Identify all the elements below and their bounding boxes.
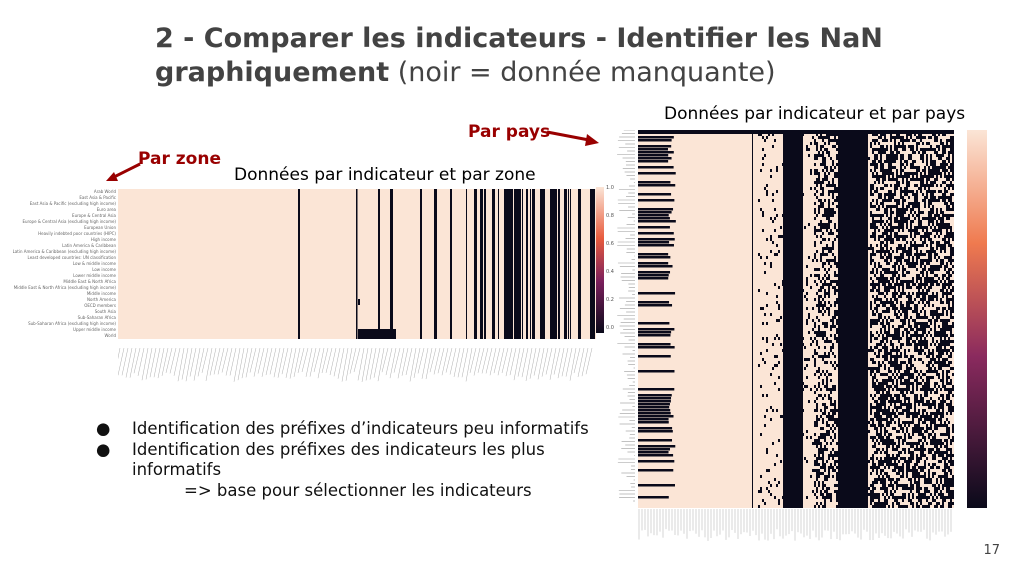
caption-right: Données par indicateur et par pays <box>664 104 966 124</box>
arrow-icon-par-zone <box>106 162 141 181</box>
bullet-item: ● Identification des préfixes d’indicateu… <box>96 419 589 438</box>
colorbar-tick-label: 0.4 <box>606 269 614 275</box>
row-label: European Union <box>84 225 116 230</box>
row-label: OECD members <box>84 303 116 308</box>
row-label: World <box>104 333 116 338</box>
slide-title: 2 - Comparer les indicateurs - Identifie… <box>155 22 1015 90</box>
row-label: Latin America & Caribbean (excluding hig… <box>12 249 116 254</box>
heatmap-zone <box>118 189 596 339</box>
row-label: High income <box>90 237 116 242</box>
heatmap-country-figure <box>605 126 1015 550</box>
heatmap-zone-x-ticks <box>118 348 593 382</box>
heatmap-zone-figure: Arab World East Asia & Pacific East Asia &… <box>13 185 614 410</box>
row-label: Arab World <box>93 189 116 194</box>
conclusion-text: => base pour sélectionner les indicateur… <box>184 481 532 500</box>
colorbar-tick-label: 0.6 <box>606 241 614 247</box>
colorbar-tick-label: 0.0 <box>606 325 614 331</box>
row-label: Euro area <box>96 207 116 212</box>
colorbar-tick-label: 0.8 <box>606 213 614 219</box>
row-label: Low & middle income <box>72 261 116 266</box>
caption-left: Données par indicateur et par zone <box>234 165 536 185</box>
page-number: 17 <box>983 543 1000 558</box>
row-label: Lower middle income <box>73 273 116 278</box>
slide-title-rest: (noir = donnée manquante) <box>397 57 776 88</box>
row-label: Sub-Saharan Africa (excluding high incom… <box>28 321 116 326</box>
row-label: Europe & Central Asia <box>72 213 116 218</box>
row-label: Middle East & North Africa <box>63 279 116 284</box>
row-label: East Asia & Pacific (excluding high inco… <box>29 201 116 206</box>
bullet-item: ● Identification des préfixes des indicat… <box>96 440 545 479</box>
row-label: Latin America & Caribbean <box>62 243 116 248</box>
row-label: Least developed countries: UN classifica… <box>27 255 116 260</box>
row-label: South Asia <box>94 309 116 314</box>
annotation-par-pays: Par pays <box>468 122 551 142</box>
row-label: Low income <box>92 267 116 272</box>
heatmap-country-x-ticks <box>638 509 952 541</box>
heatmap-country <box>638 130 954 508</box>
annotation-par-zone: Par zone <box>138 149 221 169</box>
row-label: Middle East & North Africa (excluding hi… <box>13 285 116 290</box>
row-label: Heavily indebted poor countries (HIPC) <box>38 231 116 236</box>
bullet-list: ● Identification des préfixes d’indicateu… <box>96 419 616 502</box>
colorbar-tick-label: 0.2 <box>606 297 614 303</box>
heatmap-country-colorbar <box>967 130 987 508</box>
row-label: Europe & Central Asia (excluding high in… <box>22 219 116 224</box>
row-label: Sub-Saharan Africa <box>77 315 116 320</box>
heatmap-zone-colorbar <box>596 187 604 333</box>
slide-title-bold: 2 - Comparer les indicateurs - Identifie… <box>155 23 883 88</box>
row-label: East Asia & Pacific <box>79 195 116 200</box>
colorbar-tick-label: 1.0 <box>606 185 614 191</box>
row-label: Upper middle income <box>73 327 116 332</box>
row-label: North America <box>87 297 116 302</box>
arrow-icon-par-pays <box>546 130 599 146</box>
row-label: Middle income <box>86 291 116 296</box>
heatmap-country-row-labels <box>617 130 635 505</box>
